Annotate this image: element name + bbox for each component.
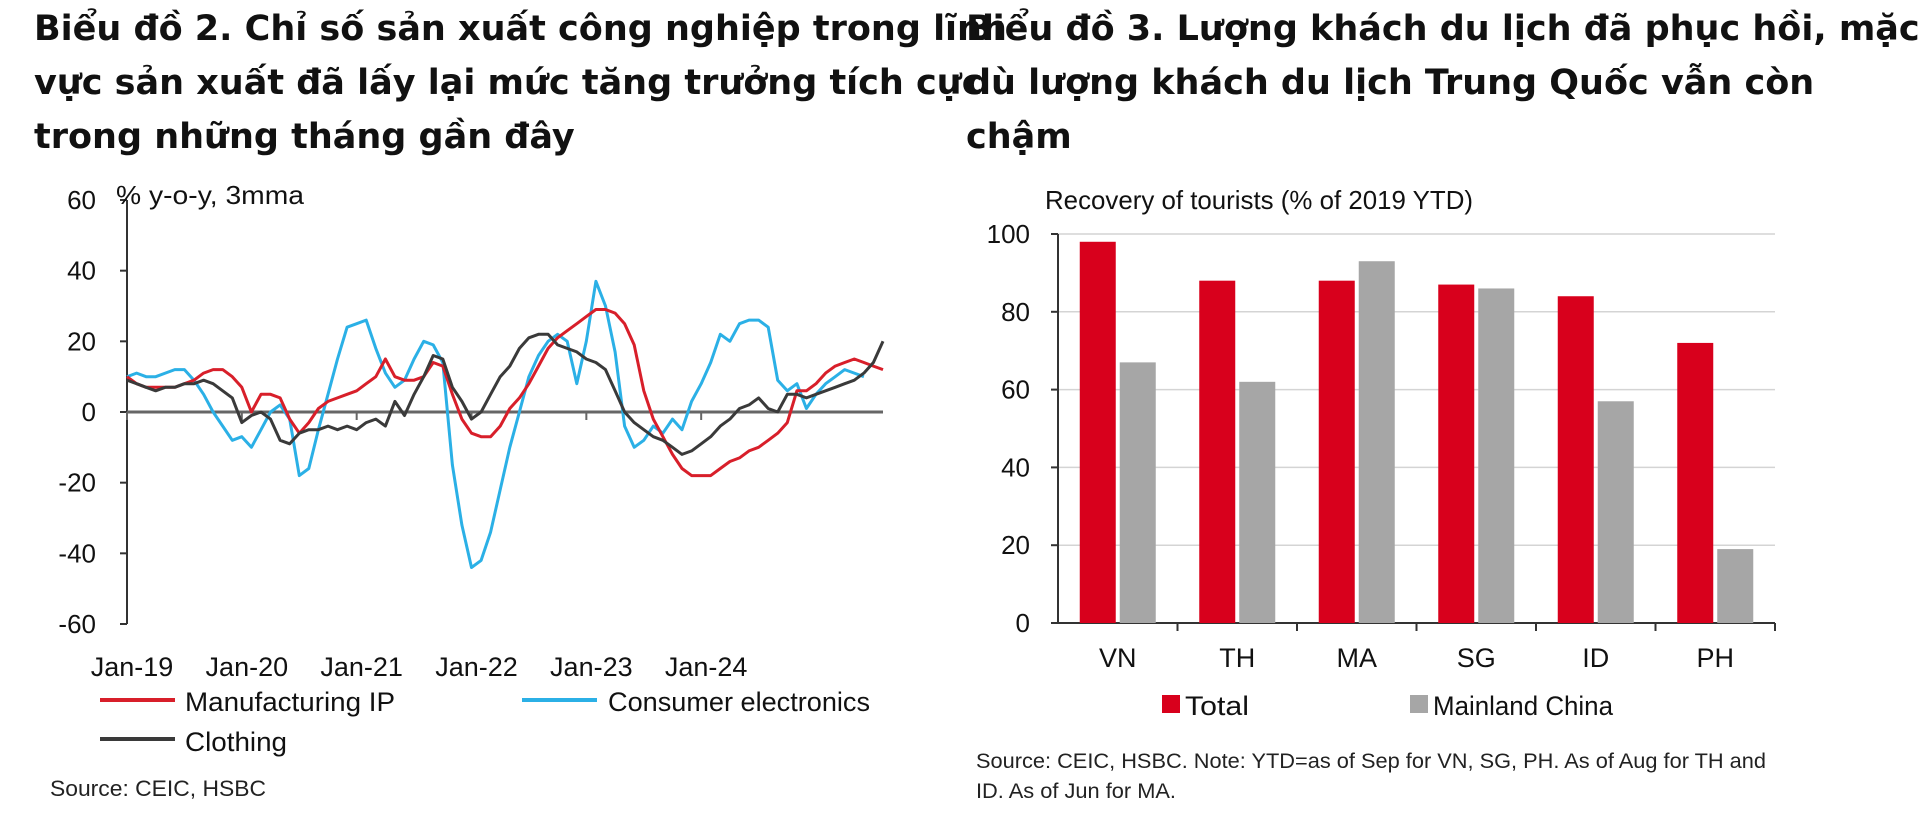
industrial-production-line-chart: 60 40 20 0 -20 -40 -60 Jan-19 Jan-20 Jan-21 Jan-22… bbox=[50, 180, 885, 801]
bar-chart-y-tick-label: 0 bbox=[1016, 608, 1030, 638]
chart-3-heading-line-1: Biểu đồ 3. Lượng khách du lịch đã phục h… bbox=[966, 9, 1920, 49]
line-chart-x-tick-label: Jan-19 bbox=[91, 652, 174, 682]
chart-2-heading-line-2: vực sản xuất đã lấy lại mức tăng trưởng … bbox=[34, 63, 983, 103]
chart-3-heading-line-3: chậm bbox=[966, 117, 1072, 157]
bar-chart-legend: Total Mainland China bbox=[1162, 691, 1614, 721]
bar-mainland-china-th bbox=[1239, 381, 1276, 623]
bar-total-ph bbox=[1677, 342, 1714, 623]
bar-mainland-china-id bbox=[1597, 401, 1634, 623]
line-chart-y-tick-label: 60 bbox=[67, 185, 96, 215]
bar-chart-title: Recovery of tourists (% of 2019 YTD) bbox=[1045, 185, 1473, 215]
bar-chart-category-label: VN bbox=[1099, 643, 1137, 673]
bar-chart-category-label: TH bbox=[1219, 643, 1255, 673]
bar-total-id bbox=[1557, 296, 1594, 623]
bar-mainland-china-sg bbox=[1478, 288, 1515, 623]
bar-chart-y-tick-label: 60 bbox=[1001, 375, 1030, 405]
line-chart-x-tick-label: Jan-24 bbox=[665, 652, 748, 682]
line-series-manufacturing-ip bbox=[126, 308, 884, 478]
line-chart-x-tick-label: Jan-21 bbox=[320, 652, 403, 682]
line-chart-legend: Manufacturing IP Consumer electronics Clot… bbox=[100, 687, 870, 757]
bar-total-vn bbox=[1079, 241, 1116, 623]
bar-chart-category-label: ID bbox=[1582, 643, 1609, 673]
chart-3-heading: Biểu đồ 3. Lượng khách du lịch đã phục h… bbox=[966, 2, 1920, 164]
bar-chart-category-label: MA bbox=[1337, 643, 1378, 673]
bar-chart-category-label: SG bbox=[1457, 643, 1496, 673]
line-chart-series bbox=[126, 279, 885, 569]
bar-chart-source-line-2: ID. As of Jun for MA. bbox=[976, 780, 1176, 803]
bar-total-sg bbox=[1438, 284, 1475, 623]
chart-2-heading-line-3: trong những tháng gần đây bbox=[34, 117, 575, 157]
line-chart-source: Source: CEIC, HSBC bbox=[50, 776, 266, 801]
legend-swatch-bar-total bbox=[1162, 695, 1180, 713]
chart-3-heading-line-2: dù lượng khách du lịch Trung Quốc vẫn cò… bbox=[966, 63, 1815, 103]
chart-2-heading-line-1: Biểu đồ 2. Chỉ số sản xuất công nghiệp t… bbox=[34, 9, 1007, 49]
line-chart-y-axis-label: % y-o-y, 3mma bbox=[116, 180, 305, 210]
bar-mainland-china-vn bbox=[1119, 362, 1156, 623]
legend-label-line-series-manufacturing-ip: Manufacturing IP bbox=[185, 687, 395, 717]
bar-chart-bars bbox=[1079, 241, 1754, 623]
line-chart-x-tick-label: Jan-22 bbox=[435, 652, 518, 682]
bar-chart-y-tick-label: 100 bbox=[987, 219, 1030, 249]
bar-chart-category-label: PH bbox=[1696, 643, 1734, 673]
legend-label-bar-total: Total bbox=[1185, 691, 1249, 721]
bar-total-th bbox=[1199, 280, 1236, 623]
bar-chart-y-tick-label: 80 bbox=[1001, 297, 1030, 327]
line-chart-y-tick-label: -20 bbox=[58, 468, 96, 498]
line-series-consumer-electronics bbox=[126, 279, 865, 569]
line-chart-x-tick-label: Jan-20 bbox=[206, 652, 289, 682]
bar-chart-axes: 0 20 40 60 80 100 VN TH MA SG ID PH bbox=[987, 219, 1776, 673]
legend-label-line-series-consumer-electronics: Consumer electronics bbox=[608, 687, 870, 717]
line-chart-y-tick-label: 0 bbox=[82, 397, 96, 427]
bar-chart-y-tick-label: 20 bbox=[1001, 530, 1030, 560]
legend-swatch-bar-mainland-china bbox=[1410, 695, 1428, 713]
bar-mainland-china-ma bbox=[1358, 261, 1395, 623]
line-chart-y-tick-label: 20 bbox=[67, 326, 96, 356]
line-chart-x-tick-label: Jan-23 bbox=[550, 652, 633, 682]
bar-chart-source-line-1: Source: CEIC, HSBC. Note: YTD=as of Sep … bbox=[976, 750, 1766, 773]
line-series-clothing bbox=[126, 332, 885, 456]
bar-total-ma bbox=[1318, 280, 1355, 623]
legend-label-line-series-clothing: Clothing bbox=[185, 727, 287, 757]
line-chart-y-tick-label: 40 bbox=[67, 256, 96, 286]
line-chart-y-tick-label: -60 bbox=[58, 609, 96, 639]
line-chart-y-tick-label: -40 bbox=[58, 538, 96, 568]
legend-label-bar-mainland-china: Mainland China bbox=[1433, 691, 1614, 721]
bar-chart-y-tick-label: 40 bbox=[1001, 452, 1030, 482]
chart-2-heading: Biểu đồ 2. Chỉ số sản xuất công nghiệp t… bbox=[34, 2, 1007, 164]
bar-mainland-china-ph bbox=[1717, 549, 1754, 623]
